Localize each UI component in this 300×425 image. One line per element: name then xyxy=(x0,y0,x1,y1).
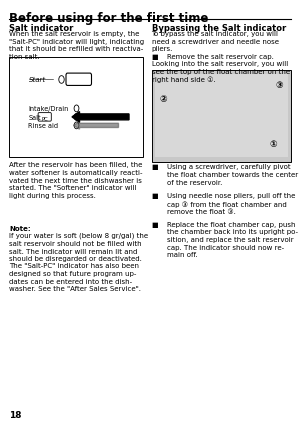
Text: Replace the float chamber cap, push
the chamber back into its upright po-
sition: Replace the float chamber cap, push the … xyxy=(167,222,298,258)
Text: ①: ① xyxy=(269,140,277,149)
Text: Using needle nose pliers, pull off the
cap ③ from the float chamber and
remove t: Using needle nose pliers, pull off the c… xyxy=(167,193,295,215)
Text: Start: Start xyxy=(28,76,46,82)
Text: ③: ③ xyxy=(275,80,283,90)
Text: ②: ② xyxy=(160,95,167,105)
Text: If your water is soft (below 8 gr/gal) the
salt reservoir should not be filled w: If your water is soft (below 8 gr/gal) t… xyxy=(9,233,148,262)
Text: Before using for the first time: Before using for the first time xyxy=(9,12,208,25)
Text: Note:: Note: xyxy=(9,226,31,232)
Text: PC: PC xyxy=(41,117,48,122)
Text: Remove the salt reservoir cap.: Remove the salt reservoir cap. xyxy=(167,54,273,60)
FancyBboxPatch shape xyxy=(66,73,92,85)
Text: 18: 18 xyxy=(9,411,22,420)
Text: Intake/Drain: Intake/Drain xyxy=(28,106,69,112)
Bar xyxy=(154,74,288,157)
Text: When the salt reservoir is empty, the
"Salt-PC" indicator will light, indicating: When the salt reservoir is empty, the "S… xyxy=(9,31,144,60)
Bar xyxy=(152,70,291,162)
Text: The "Salt-PC" indicator has also been
designed so that future program up-
dates : The "Salt-PC" indicator has also been de… xyxy=(9,264,141,292)
Text: Using a screwdriver, carefully pivot
the float chamber towards the center
of the: Using a screwdriver, carefully pivot the… xyxy=(167,164,298,186)
FancyArrow shape xyxy=(74,122,118,129)
Text: ■: ■ xyxy=(152,54,158,60)
Text: ■: ■ xyxy=(152,222,158,228)
FancyBboxPatch shape xyxy=(38,113,51,121)
Text: Bypassing the Salt indicator: Bypassing the Salt indicator xyxy=(152,24,286,33)
Text: Salt indicator: Salt indicator xyxy=(9,24,74,33)
FancyArrow shape xyxy=(72,112,129,122)
Text: To bypass the salt indicator, you will
need a screwdriver and needle nose
pliers: To bypass the salt indicator, you will n… xyxy=(152,31,278,52)
Text: Looking into the salt reservoir, you will
see the top of the float chamber on th: Looking into the salt reservoir, you wil… xyxy=(152,61,290,83)
Text: After the reservoir has been filled, the
water softener is automatically reacti-: After the reservoir has been filled, the… xyxy=(9,162,142,199)
Bar xyxy=(9,57,143,157)
Text: ■: ■ xyxy=(152,193,158,199)
Text: Rinse aid: Rinse aid xyxy=(28,123,58,129)
Text: Salt: Salt xyxy=(28,115,41,121)
Text: ■: ■ xyxy=(152,164,158,170)
